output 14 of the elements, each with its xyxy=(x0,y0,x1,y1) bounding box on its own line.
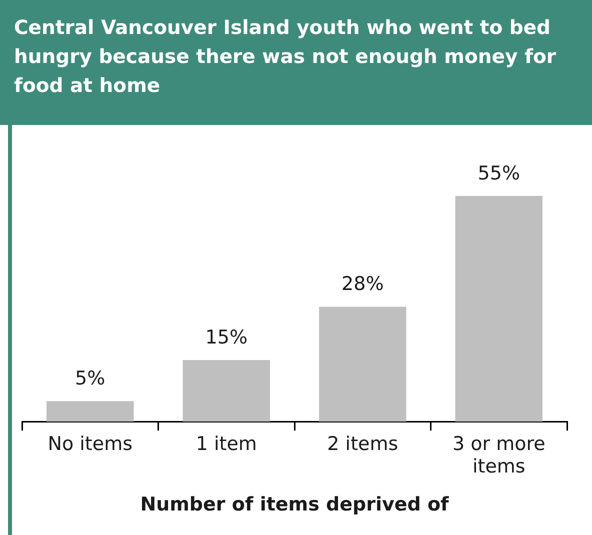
x-axis-title: Number of items deprived of xyxy=(140,494,450,516)
data-label: 15% xyxy=(205,326,248,348)
data-label: 28% xyxy=(342,273,384,296)
bar xyxy=(46,401,134,422)
bar xyxy=(319,306,406,422)
chart-title: Central Vancouver Island youth who went to bed hungry because there was not enough money for food at home xyxy=(0,0,592,125)
data-label: 55% xyxy=(478,162,520,184)
bar xyxy=(182,360,270,422)
x-tick-label: 1 item xyxy=(196,432,257,455)
x-tick-label: 3 or more items xyxy=(452,432,546,478)
data-label: 5% xyxy=(75,368,106,390)
x-tick-label: No items xyxy=(48,432,132,455)
bar xyxy=(455,196,542,422)
x-tick-label: 2 items xyxy=(327,432,398,455)
